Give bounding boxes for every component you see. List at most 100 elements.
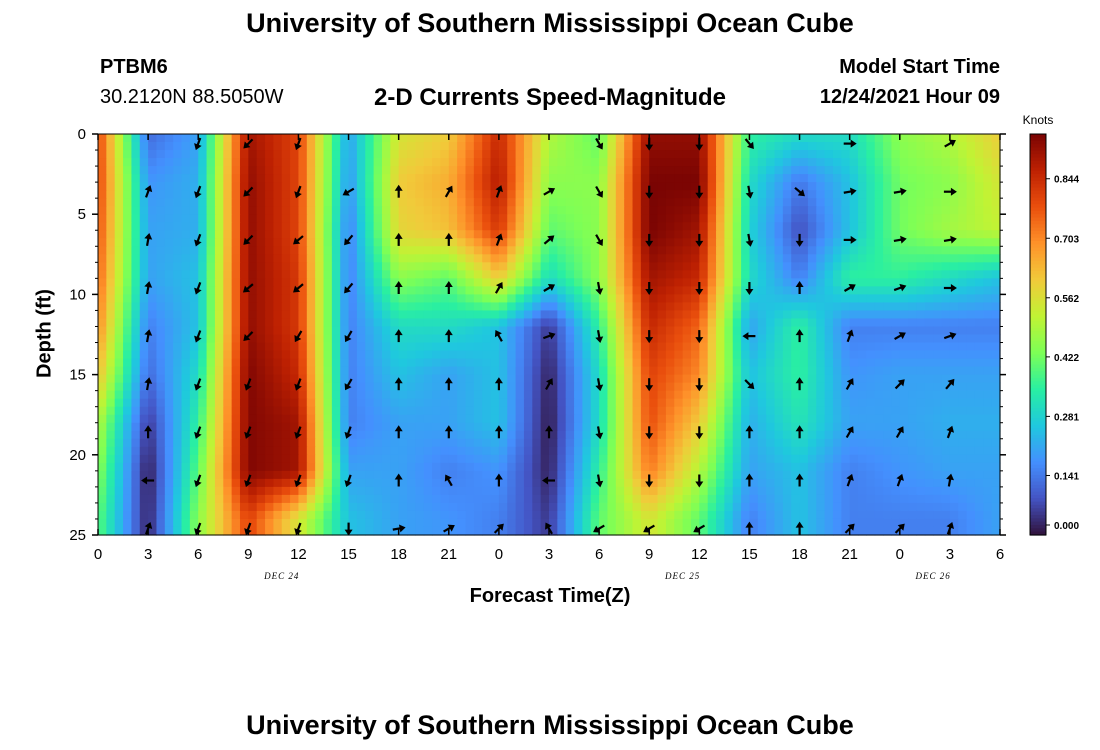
heatmap-cell	[640, 270, 650, 279]
heatmap-cell	[832, 190, 842, 199]
heatmap-cell	[665, 470, 675, 480]
heatmap-cell	[590, 406, 600, 416]
heatmap-cell	[331, 470, 341, 480]
heatmap-cell	[757, 246, 767, 255]
heatmap-cell	[858, 206, 867, 215]
heatmap-cell	[649, 462, 659, 472]
heatmap-cell	[356, 390, 366, 400]
heatmap-cell	[281, 222, 291, 231]
heatmap-cell	[782, 150, 792, 159]
heatmap-cell	[523, 358, 533, 368]
heatmap-cell	[916, 206, 926, 215]
heatmap-cell	[732, 166, 742, 175]
heatmap-cell	[390, 286, 400, 295]
heatmap-cell	[749, 454, 759, 464]
heatmap-cell	[916, 398, 926, 408]
heatmap-cell	[690, 318, 700, 328]
heatmap-cell	[565, 454, 575, 464]
heatmap-cell	[649, 286, 659, 295]
heatmap-cell	[741, 190, 751, 199]
heatmap-cell	[599, 198, 609, 207]
heatmap-cell	[348, 134, 358, 143]
heatmap-cell	[599, 174, 609, 183]
heatmap-cell	[214, 238, 224, 247]
heatmap-cell	[983, 398, 993, 408]
heatmap-cell	[498, 134, 508, 143]
heatmap-cell	[532, 182, 542, 191]
heatmap-cell	[924, 238, 934, 247]
heatmap-cell	[523, 286, 533, 295]
heatmap-cell	[214, 318, 224, 328]
heatmap-cell	[599, 134, 609, 143]
heatmap-cell	[256, 246, 266, 255]
heatmap-cell	[624, 486, 634, 496]
heatmap-cell	[732, 478, 742, 488]
heatmap-cell	[908, 294, 918, 304]
heatmap-cell	[757, 262, 767, 271]
heatmap-cell	[265, 262, 274, 271]
heatmap-cell	[373, 174, 383, 183]
heatmap-cell	[816, 198, 826, 207]
heatmap-cell	[841, 390, 851, 400]
heatmap-cell	[298, 454, 308, 464]
heatmap-cell	[365, 462, 375, 472]
heatmap-cell	[448, 414, 458, 424]
heatmap-cell	[223, 246, 233, 255]
heatmap-cell	[741, 286, 751, 295]
heatmap-cell	[574, 478, 584, 488]
heatmap-cell	[949, 166, 959, 175]
heatmap-cell	[707, 414, 717, 424]
heatmap-cell	[390, 214, 400, 223]
heatmap-cell	[106, 470, 116, 480]
heatmap-cell	[933, 222, 943, 231]
heatmap-cell	[214, 214, 224, 223]
heatmap-cell	[899, 430, 909, 440]
heatmap-cell	[624, 278, 634, 287]
heatmap-cell	[189, 198, 199, 207]
heatmap-cell	[415, 350, 425, 360]
heatmap-cell	[340, 318, 350, 328]
heatmap-cell	[540, 214, 550, 223]
heatmap-cell	[974, 150, 984, 159]
heatmap-cell	[398, 302, 408, 312]
heatmap-cell	[791, 270, 801, 279]
heatmap-cell	[933, 390, 943, 400]
heatmap-cell	[974, 222, 984, 231]
heatmap-cell	[657, 158, 667, 167]
heatmap-cell	[248, 174, 258, 183]
heatmap-cell	[231, 350, 241, 360]
heatmap-cell	[624, 214, 634, 223]
heatmap-cell	[114, 366, 124, 376]
heatmap-cell	[891, 366, 901, 376]
heatmap-cell	[123, 294, 133, 304]
heatmap-cell	[807, 286, 817, 295]
heatmap-cell	[148, 278, 158, 287]
heatmap-cell	[933, 150, 943, 159]
heatmap-cell	[949, 286, 959, 295]
heatmap-cell	[114, 302, 124, 312]
heatmap-cell	[356, 438, 366, 448]
heatmap-cell	[832, 454, 842, 464]
heatmap-cell	[699, 430, 709, 440]
heatmap-cell	[883, 374, 893, 384]
heatmap-cell	[265, 182, 274, 191]
heatmap-cell	[665, 486, 675, 496]
heatmap-cell	[448, 238, 458, 247]
heatmap-cell	[340, 134, 350, 143]
heatmap-cell	[348, 222, 358, 231]
heatmap-cell	[365, 254, 375, 263]
heatmap-cell	[290, 310, 300, 320]
heatmap-cell	[114, 254, 124, 263]
heatmap-cell	[415, 358, 425, 368]
heatmap-cell	[866, 198, 876, 207]
heatmap-cell	[749, 254, 759, 263]
heatmap-cell	[657, 190, 667, 199]
heatmap-cell	[599, 318, 609, 328]
heatmap-cell	[315, 470, 325, 480]
heatmap-cell	[356, 342, 366, 352]
heatmap-cell	[607, 326, 617, 336]
heatmap-cell	[624, 358, 634, 368]
heatmap-cell	[807, 310, 817, 320]
heatmap-cell	[933, 246, 943, 255]
heatmap-cell	[782, 438, 792, 448]
